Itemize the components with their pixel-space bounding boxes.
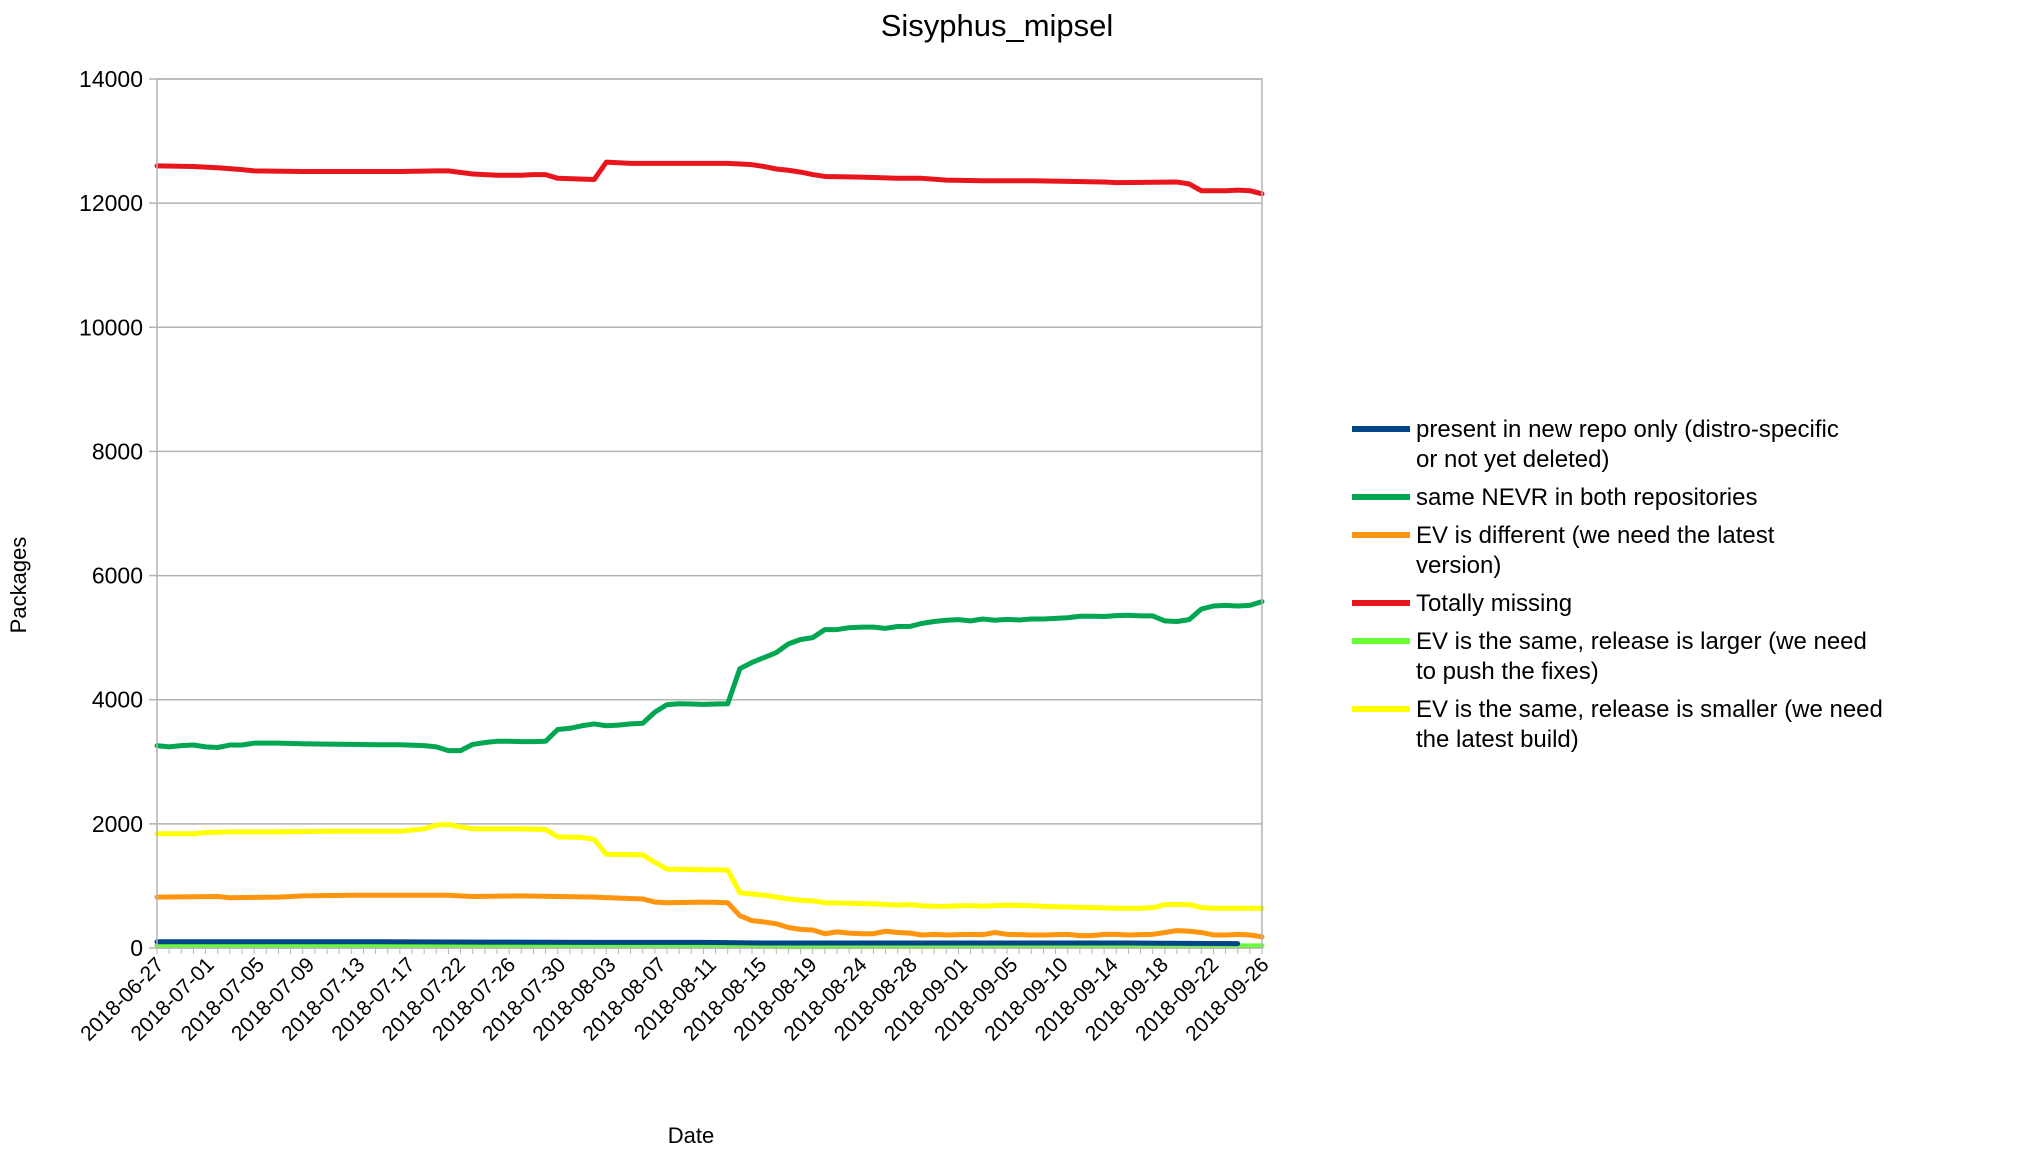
- y-tick-label: 6000: [92, 563, 143, 589]
- y-tick-label: 12000: [79, 190, 143, 216]
- series-line: [154, 939, 1241, 947]
- y-tick-label: 0: [130, 935, 143, 961]
- grid-lines: [149, 78, 1263, 954]
- y-tick-label: 2000: [92, 811, 143, 837]
- legend-label: EV is different (we need the latest versi…: [1416, 522, 1775, 579]
- y-axis-title: Packages: [6, 537, 31, 634]
- series-line: [154, 942, 1265, 950]
- y-tick-label: 10000: [79, 314, 143, 340]
- legend-label: EV is the same, release is larger (we ne…: [1416, 628, 1867, 685]
- legend-label: present in new repo only (distro-specifi…: [1416, 416, 1839, 473]
- series-line: [154, 892, 1265, 940]
- plot-area-frame: [156, 78, 1263, 949]
- series-line: [154, 159, 1265, 197]
- y-axis-tick-labels: 0 2000 4000 6000 8000 10000 12000 14000: [79, 66, 143, 961]
- y-tick-label: 4000: [92, 687, 143, 713]
- chart-title: Sisyphus_mipsel: [881, 8, 1114, 43]
- legend: present in new repo only (distro-specifi…: [1352, 416, 1883, 753]
- y-tick-label: 14000: [79, 66, 143, 92]
- x-axis-title: Date: [668, 1123, 714, 1144]
- y-tick-label: 8000: [92, 438, 143, 464]
- legend-label: EV is the same, release is smaller (we n…: [1416, 696, 1883, 753]
- series-line: [154, 599, 1265, 754]
- legend-label: Totally missing: [1416, 590, 1572, 617]
- legend-label: same NEVR in both repositories: [1416, 484, 1757, 511]
- series-line: [154, 821, 1265, 911]
- x-axis-tick-labels: 2018-06-272018-07-012018-07-052018-07-09…: [76, 953, 1273, 1045]
- plot-series: [154, 159, 1265, 950]
